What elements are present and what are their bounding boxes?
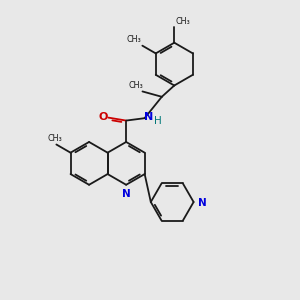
Text: CH₃: CH₃ (129, 81, 143, 90)
Text: CH₃: CH₃ (176, 17, 190, 26)
Text: N: N (144, 112, 153, 122)
Text: N: N (198, 199, 207, 208)
Text: CH₃: CH₃ (47, 134, 62, 143)
Text: CH₃: CH₃ (126, 35, 141, 44)
Text: H: H (154, 116, 161, 126)
Text: O: O (99, 112, 108, 122)
Text: N: N (122, 189, 130, 199)
